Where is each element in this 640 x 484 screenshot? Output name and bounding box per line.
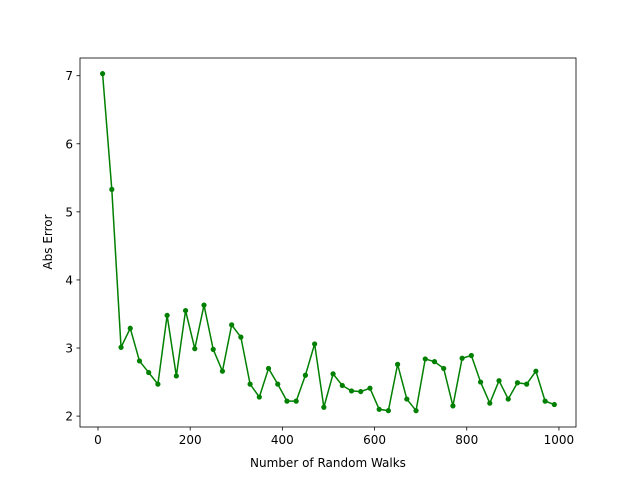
y-axis-label: Abs Error [41, 214, 55, 269]
y-tick-label: 4 [65, 273, 73, 287]
data-point [404, 396, 410, 402]
data-point [146, 369, 152, 376]
data-point [524, 381, 530, 387]
x-tick-label: 400 [271, 433, 294, 447]
data-point [348, 388, 355, 394]
axes-frame [79, 57, 577, 428]
x-tick-label: 800 [455, 433, 478, 447]
data-point [505, 396, 511, 402]
data-point [422, 356, 428, 362]
x-tick-label: 200 [179, 433, 202, 447]
data-point [219, 368, 226, 374]
data-point [293, 398, 299, 404]
data-point [201, 302, 207, 308]
data-point [210, 346, 216, 352]
y-tick-label: 5 [65, 205, 73, 219]
data-point [496, 378, 502, 384]
data-point [284, 398, 290, 404]
data-point [514, 380, 521, 386]
data-point [358, 388, 364, 395]
data-point [173, 373, 179, 379]
data-point [275, 381, 281, 387]
data-point [459, 355, 465, 361]
data-point [265, 365, 272, 372]
data-point [330, 371, 336, 377]
data-point [533, 368, 539, 374]
x-axis-label: Number of Random Walks [250, 456, 406, 470]
data-point [468, 352, 474, 359]
data-point [238, 334, 244, 340]
data-point [450, 403, 456, 409]
data-point [487, 400, 493, 406]
series-points [99, 71, 557, 414]
data-point [118, 344, 124, 350]
data-point [109, 186, 115, 192]
data-point [99, 71, 106, 77]
y-tick-label: 2 [65, 410, 73, 424]
data-point [339, 382, 345, 389]
data-point [477, 379, 484, 385]
x-tick-label: 0 [94, 433, 102, 447]
data-point [551, 401, 557, 408]
data-point [302, 372, 309, 378]
data-point [367, 385, 373, 391]
data-point [542, 398, 548, 404]
x-tick-label: 600 [363, 433, 386, 447]
data-point [385, 408, 391, 414]
data-point [229, 322, 235, 328]
data-point [413, 408, 419, 414]
data-point [164, 312, 170, 318]
y-tick-label: 6 [65, 137, 73, 151]
data-point [321, 404, 327, 410]
data-point [431, 359, 438, 365]
x-tick-label: 1000 [544, 433, 575, 447]
data-point [192, 346, 198, 352]
data-point [312, 341, 318, 347]
y-tick-label: 3 [65, 342, 73, 356]
data-point [441, 365, 447, 372]
data-point [155, 381, 161, 387]
data-point [247, 381, 253, 387]
data-point [376, 406, 382, 412]
data-point [127, 325, 133, 331]
series-line [101, 73, 555, 413]
data-point [182, 307, 189, 314]
y-tick-label: 7 [65, 69, 73, 83]
data-point [395, 361, 401, 367]
data-point [136, 358, 143, 364]
data-point [256, 394, 262, 400]
axis-ticks: 0 200 400 600 800 1000 2 3 4 5 6 7 [65, 69, 574, 447]
